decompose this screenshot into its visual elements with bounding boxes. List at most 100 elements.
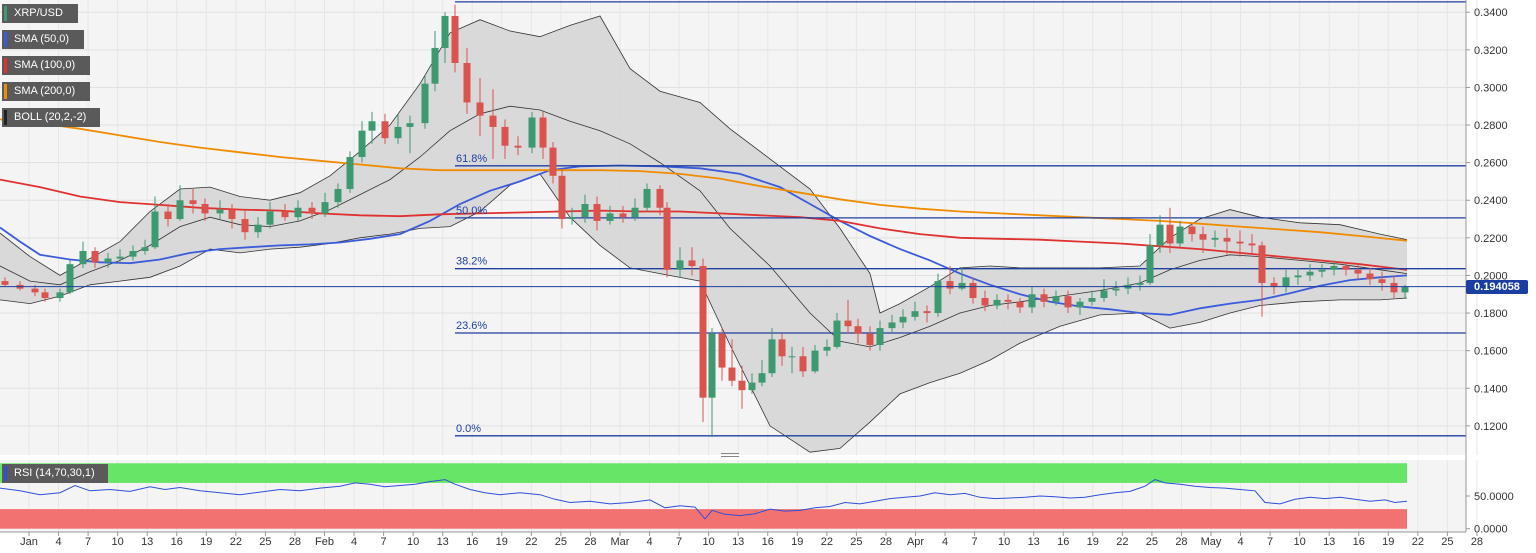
candle-body xyxy=(1282,277,1290,287)
candle-body xyxy=(501,126,509,146)
rsi-line xyxy=(0,479,1408,520)
candle-body xyxy=(1100,290,1108,299)
time-tick-label: 7 xyxy=(972,536,978,548)
candle-body xyxy=(676,260,684,270)
candle-body xyxy=(738,380,746,391)
time-tick-label: 4 xyxy=(942,536,948,548)
candle-body xyxy=(254,224,262,233)
candle-body xyxy=(91,251,99,263)
legend-symbol[interactable]: XRP/USD xyxy=(2,4,78,23)
legend-sma200-label: SMA (200,0) xyxy=(14,85,76,97)
legend-sma200[interactable]: SMA (200,0) xyxy=(2,82,90,101)
candle-body xyxy=(768,339,776,374)
candle-body xyxy=(581,203,589,218)
legend-rsi[interactable]: RSI (14,70,30,1) xyxy=(2,464,108,483)
candle-body xyxy=(228,209,236,220)
candle-body xyxy=(656,188,664,208)
candle-body xyxy=(1016,301,1024,308)
time-tick-label: 28 xyxy=(1471,536,1483,548)
fib-level-label: 50.0% xyxy=(456,205,487,217)
candle-body xyxy=(346,156,354,189)
candles xyxy=(1,4,1409,438)
time-tick-label: 7 xyxy=(676,536,682,548)
legend-sma100-label: SMA (100,0) xyxy=(14,59,76,71)
last-price-tag: 0.194058 xyxy=(1466,280,1528,294)
candle-body xyxy=(116,256,124,259)
candle-body xyxy=(981,298,989,306)
candle-body xyxy=(899,316,907,323)
candle-body xyxy=(514,145,522,148)
candle-body xyxy=(216,209,224,214)
bollinger-bands xyxy=(0,15,1408,453)
candle-body xyxy=(854,326,862,334)
candle-body xyxy=(241,219,249,233)
time-tick-label: Jan xyxy=(20,536,38,548)
legend-rsi-swatch xyxy=(4,466,7,481)
time-tick-label: 10 xyxy=(703,536,715,548)
time-tick-label: 28 xyxy=(880,536,892,548)
candle-body xyxy=(528,117,536,148)
candle-body xyxy=(394,126,402,139)
fib-level-label: 61.8% xyxy=(456,153,487,165)
price-tick-label: 0.1600 xyxy=(1474,346,1508,358)
time-tick-label: 13 xyxy=(141,536,153,548)
candle-body xyxy=(558,175,566,220)
candle-body xyxy=(1390,282,1398,293)
legend-boll[interactable]: BOLL (20,2,-2) xyxy=(2,108,100,127)
candle-body xyxy=(1199,234,1207,240)
time-tick-label: 13 xyxy=(1028,536,1040,548)
legend-symbol-swatch xyxy=(4,6,7,21)
candle-body xyxy=(1136,282,1144,285)
candle-body xyxy=(688,260,696,267)
candle-body xyxy=(699,266,707,398)
rsi-tick-label: 50.0000 xyxy=(1474,491,1514,503)
candle-body xyxy=(1166,224,1174,244)
candle-body xyxy=(1188,226,1196,235)
candle-body xyxy=(1354,269,1362,274)
candle-body xyxy=(334,188,342,203)
candle-body xyxy=(294,207,302,218)
candle-body xyxy=(788,356,796,358)
time-tick-label: 25 xyxy=(555,536,567,548)
time-tick-label: 19 xyxy=(791,536,803,548)
candle-body xyxy=(876,328,884,346)
candle-body xyxy=(631,207,639,218)
candle-body xyxy=(758,373,766,383)
candle-body xyxy=(823,346,831,351)
candle-body xyxy=(1318,269,1326,272)
legend-sma50-swatch xyxy=(4,32,7,47)
candle-body xyxy=(1342,266,1350,270)
time-tick-label: 25 xyxy=(850,536,862,548)
time-tick-label: 10 xyxy=(1294,536,1306,548)
time-tick-label: 13 xyxy=(732,536,744,548)
price-tick-label: 0.2600 xyxy=(1474,158,1508,170)
candle-body xyxy=(358,130,366,157)
candle-body xyxy=(911,311,919,317)
moving-averages xyxy=(0,118,1408,316)
rsi-oversold-zone xyxy=(0,509,1407,529)
sma100-line xyxy=(0,178,1408,271)
candle-body xyxy=(31,288,39,293)
time-tick-label: 25 xyxy=(1146,536,1158,548)
candle-body xyxy=(281,211,289,218)
candle-body xyxy=(993,299,1001,306)
time-tick-label: Mar xyxy=(611,536,630,548)
time-tick-label: 16 xyxy=(171,536,183,548)
price-tick-label: 0.2800 xyxy=(1474,120,1508,132)
time-tick-label: 25 xyxy=(1441,536,1453,548)
time-tick-label: 16 xyxy=(762,536,774,548)
candle-body xyxy=(539,117,547,148)
time-tick-label: Apr xyxy=(907,536,924,548)
legend-sma50[interactable]: SMA (50,0) xyxy=(2,30,84,49)
rsi-tick-label: 0.0000 xyxy=(1474,524,1508,536)
candle-body xyxy=(718,333,726,368)
legend-sma100[interactable]: SMA (100,0) xyxy=(2,56,90,75)
price-axis: 0.3400 0.3200 0.3000 0.2800 0.2600 0.2400 0.22… xyxy=(1466,7,1508,433)
time-tick-label: 7 xyxy=(381,536,387,548)
candle-body xyxy=(56,292,64,299)
fib-level-label: 38.2% xyxy=(456,256,487,268)
time-tick-label: 28 xyxy=(289,536,301,548)
candle-body xyxy=(549,147,557,176)
pane-resize-handle[interactable] xyxy=(721,453,739,459)
